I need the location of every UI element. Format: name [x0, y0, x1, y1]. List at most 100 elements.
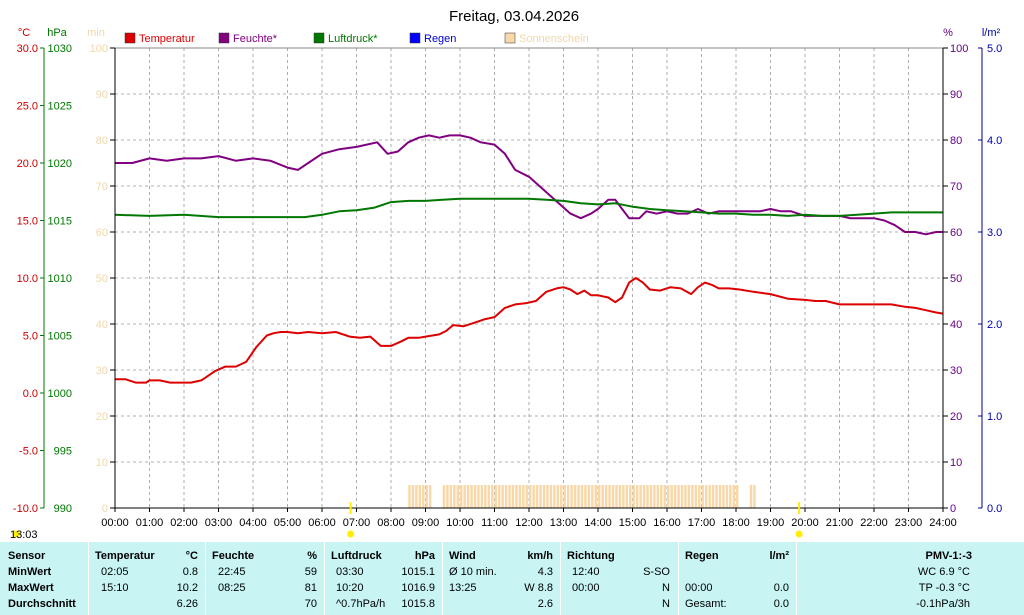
pressure-tick-label: 1000 — [48, 388, 72, 400]
sunshine-bar — [618, 485, 622, 508]
x-tick-label: 12:00 — [515, 517, 543, 529]
sunshine-bar — [677, 485, 680, 508]
sunshine-bar — [522, 485, 525, 508]
table-cell-label: MaxWert — [8, 582, 54, 594]
sunshine-bar — [711, 485, 715, 508]
table-cell-temp-val: 10.2 — [176, 582, 198, 594]
sunshine-bar — [680, 485, 684, 508]
x-tick-label: 03:00 — [205, 517, 233, 529]
sunshine-bar — [708, 485, 711, 508]
sunshine-bar — [560, 485, 563, 508]
sunshine-bar — [718, 485, 722, 508]
chart-title: Freitag, 03.04.2026 — [449, 8, 579, 25]
sunshine-bar — [622, 485, 625, 508]
sunshine-bar — [722, 485, 725, 508]
weather-chart: Freitag, 03.04.2026 Temperatur Feuchte* Lu… — [10, 8, 1002, 540]
header-pressure-unit: hPa — [414, 550, 435, 562]
sun-event-dot — [347, 530, 355, 538]
pressure-unit-label: hPa — [47, 27, 67, 39]
legend-swatch — [124, 32, 136, 44]
sunshine-bar — [542, 485, 546, 508]
sunshine-bar — [411, 485, 415, 508]
x-tick-label: 16:00 — [653, 517, 681, 529]
sunshine-tick-label: 90 — [96, 89, 108, 101]
humidity-tick-label: 100 — [950, 43, 968, 55]
table-cell-rain-time: 00:00 — [685, 582, 713, 594]
sunshine-bar — [563, 485, 566, 508]
sunshine-bar — [684, 485, 687, 508]
rain-tick-label: 0.0 — [987, 503, 1002, 515]
x-tick-label: 24:00 — [929, 517, 957, 529]
humidity-tick-label: 90 — [950, 89, 962, 101]
sunshine-tick-label: 50 — [96, 273, 108, 285]
sunshine-bar — [604, 485, 608, 508]
x-tick-label: 21:00 — [826, 517, 854, 529]
pressure-tick-label: 1010 — [48, 273, 72, 285]
sunshine-bar — [691, 485, 694, 508]
humidity-tick-label: 30 — [950, 365, 962, 377]
sunshine-bar — [608, 485, 611, 508]
table-cell-pmv: TP -0.3 °C — [918, 582, 970, 594]
sunshine-bar — [591, 485, 594, 508]
pressure-tick-label: 1025 — [48, 101, 72, 113]
header-wind: Wind — [449, 550, 476, 562]
sunshine-unit-label: min — [87, 27, 105, 39]
sunshine-bar — [660, 485, 663, 508]
temperature-tick-label: 10.0 — [17, 273, 38, 285]
sunshine-bar — [415, 485, 418, 508]
header-sensor: Sensor — [8, 550, 46, 562]
sunshine-bar — [460, 485, 463, 508]
pressure-line — [114, 197, 943, 219]
header-wind-unit: km/h — [527, 550, 553, 562]
sunshine-bar — [577, 485, 580, 508]
rain-unit-label: l/m² — [982, 27, 1001, 39]
series-lines — [114, 134, 944, 384]
header-pressure: Luftdruck — [331, 550, 382, 562]
x-tick-label: 23:00 — [895, 517, 923, 529]
sunshine-bar — [656, 485, 660, 508]
sunshine-bar — [477, 485, 480, 508]
header-temperature: Temperatur — [95, 550, 155, 562]
sunshine-bar — [646, 485, 649, 508]
current-time-dot — [12, 530, 20, 538]
humidity-tick-label: 40 — [950, 319, 962, 331]
sunshine-bar — [539, 485, 542, 508]
table-cell-wind-label: Ø 10 min. — [449, 566, 497, 578]
legend-swatch — [504, 32, 516, 44]
temperature-unit-label: °C — [18, 27, 30, 39]
sunshine-bar — [418, 485, 422, 508]
sunshine-bar — [570, 485, 573, 508]
table-cell-press-val: 1015.8 — [401, 598, 435, 610]
rain-tick-label: 2.0 — [987, 319, 1002, 331]
sunshine-bar — [584, 485, 587, 508]
table-cell-hum-val: 81 — [304, 582, 317, 594]
stats-table: Sensor Temperatur °C Feuchte % Luftdruck… — [0, 542, 1024, 615]
humidity-tick-label: 80 — [950, 135, 962, 147]
sunshine-bar — [732, 485, 735, 508]
header-rain-unit: l/m² — [769, 550, 789, 562]
legend-label: Sonnenschein — [519, 33, 589, 45]
humidity-unit-label: % — [943, 27, 953, 39]
sunshine-bar — [642, 485, 646, 508]
sunshine-tick-label: 20 — [96, 411, 108, 423]
sunshine-bar — [501, 485, 504, 508]
legend-swatch — [313, 32, 325, 44]
x-tick-label: 11:00 — [481, 517, 508, 529]
legend-label: Temperatur — [139, 33, 195, 45]
x-tick-label: 13:00 — [550, 517, 578, 529]
x-tick-label: 19:00 — [757, 517, 785, 529]
x-tick-label: 15:00 — [619, 517, 647, 529]
table-cell-wind-val: 2.6 — [537, 598, 553, 610]
rain-tick-label: 3.0 — [987, 227, 1002, 239]
pressure-tick-label: 990 — [54, 503, 72, 515]
sunshine-bar — [635, 485, 639, 508]
sunshine-bar — [587, 485, 591, 508]
x-tick-label: 07:00 — [343, 517, 371, 529]
sunshine-tick-label: 80 — [96, 135, 108, 147]
sunshine-bar — [529, 485, 532, 508]
sunshine-bar — [598, 485, 601, 508]
sunshine-bar — [442, 485, 446, 508]
humidity-tick-label: 70 — [950, 181, 962, 193]
table-cell-temp-val: 6.26 — [176, 598, 198, 610]
x-tick-label: 02:00 — [170, 517, 198, 529]
